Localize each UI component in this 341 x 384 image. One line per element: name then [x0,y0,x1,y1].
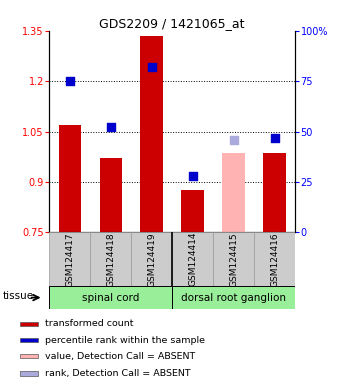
Text: transformed count: transformed count [45,319,133,328]
Text: percentile rank within the sample: percentile rank within the sample [45,336,205,344]
Bar [90,232,131,286]
Point [190,173,195,179]
Bar [181,190,204,232]
Bar [20,371,38,376]
Text: dorsal root ganglion: dorsal root ganglion [181,293,286,303]
Bar [59,125,81,232]
Text: GSM124415: GSM124415 [229,232,238,286]
Bar [49,232,90,286]
Point [149,64,154,70]
Text: GSM124417: GSM124417 [65,232,74,286]
Point [67,78,73,84]
Text: GSM124414: GSM124414 [188,232,197,286]
Point [108,124,114,131]
Text: tissue: tissue [2,291,34,301]
Text: GSM124418: GSM124418 [106,232,115,286]
Bar [172,232,213,286]
Bar [131,232,172,286]
Bar [20,322,38,326]
Bar [222,153,245,232]
Bar [254,232,295,286]
Bar [172,286,295,309]
Text: GSM124416: GSM124416 [270,232,279,286]
Text: rank, Detection Call = ABSENT: rank, Detection Call = ABSENT [45,369,190,378]
Text: spinal cord: spinal cord [82,293,139,303]
Text: GSM124419: GSM124419 [147,232,156,286]
Point [272,134,277,141]
Point [231,136,236,142]
Bar [263,153,286,232]
Title: GDS2209 / 1421065_at: GDS2209 / 1421065_at [100,17,245,30]
Bar [20,338,38,342]
Bar [49,286,172,309]
Bar [20,354,38,358]
Bar [213,232,254,286]
Bar [140,36,163,232]
Text: value, Detection Call = ABSENT: value, Detection Call = ABSENT [45,352,195,361]
Bar [100,159,122,232]
